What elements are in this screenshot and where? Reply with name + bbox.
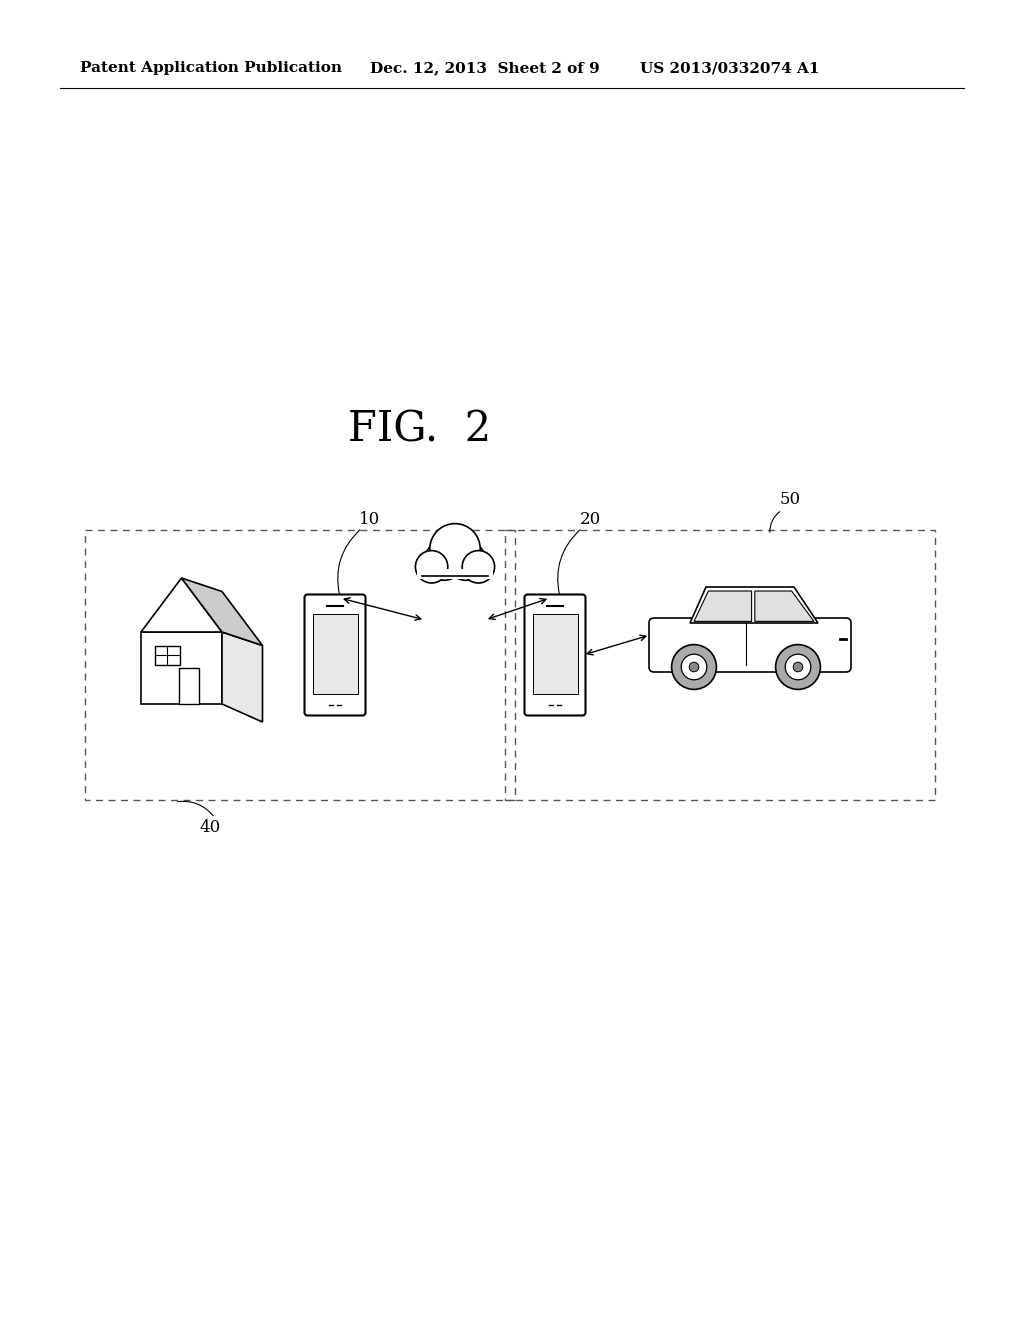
FancyBboxPatch shape <box>304 594 366 715</box>
Text: 20: 20 <box>580 511 601 528</box>
Polygon shape <box>690 587 818 623</box>
Text: 40: 40 <box>200 820 220 837</box>
Circle shape <box>785 655 811 680</box>
Circle shape <box>462 550 495 583</box>
Bar <box>532 614 578 693</box>
Polygon shape <box>222 632 262 722</box>
Polygon shape <box>141 578 222 632</box>
Polygon shape <box>755 591 814 622</box>
Circle shape <box>446 541 485 581</box>
Bar <box>505 531 935 800</box>
Circle shape <box>689 663 698 672</box>
Polygon shape <box>694 591 752 622</box>
FancyBboxPatch shape <box>524 594 586 715</box>
Polygon shape <box>181 578 262 645</box>
Circle shape <box>424 541 464 581</box>
Bar <box>421 569 489 578</box>
Circle shape <box>416 550 447 583</box>
Circle shape <box>794 663 803 672</box>
Text: FIG.  2: FIG. 2 <box>348 409 492 451</box>
Bar <box>312 614 357 693</box>
Bar <box>155 645 179 665</box>
Bar <box>179 668 199 704</box>
Circle shape <box>681 655 707 680</box>
Circle shape <box>775 644 820 689</box>
Bar <box>417 569 493 579</box>
Polygon shape <box>141 632 222 704</box>
Text: 50: 50 <box>779 491 801 508</box>
Bar <box>85 531 515 800</box>
FancyBboxPatch shape <box>649 618 851 672</box>
Text: 10: 10 <box>359 511 381 528</box>
Circle shape <box>672 644 717 689</box>
Text: US 2013/0332074 A1: US 2013/0332074 A1 <box>640 61 819 75</box>
Text: Patent Application Publication: Patent Application Publication <box>80 61 342 75</box>
Text: Dec. 12, 2013  Sheet 2 of 9: Dec. 12, 2013 Sheet 2 of 9 <box>370 61 600 75</box>
Circle shape <box>430 524 480 574</box>
